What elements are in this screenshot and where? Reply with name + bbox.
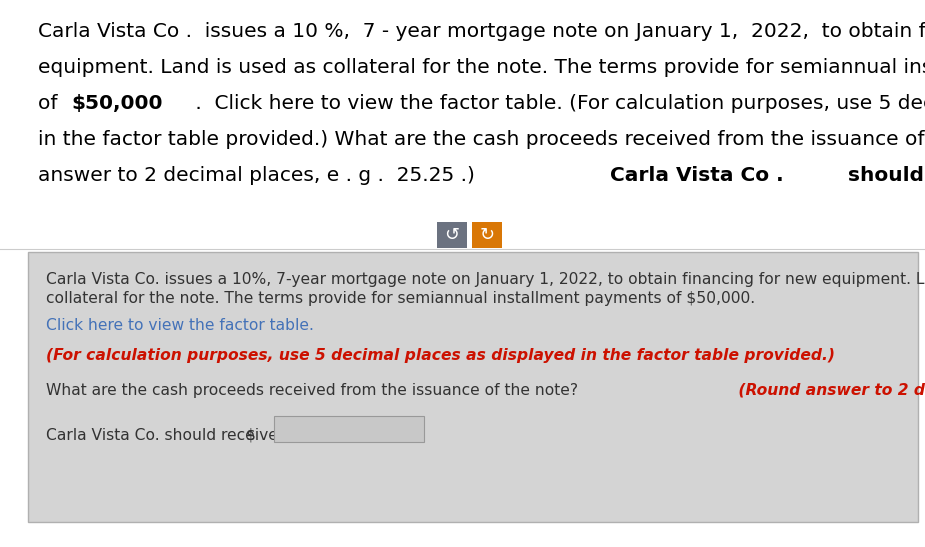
FancyBboxPatch shape (437, 222, 467, 248)
Text: should receive $: should receive $ (834, 166, 925, 185)
Text: Carla Vista Co. should receive: Carla Vista Co. should receive (46, 428, 278, 443)
Text: .  Click here to view the factor table. (For calculation purposes, use 5 decimal: . Click here to view the factor table. (… (190, 94, 925, 113)
Text: (Round answer to 2 decimal places, e.g. 25.25.): (Round answer to 2 decimal places, e.g. … (733, 383, 925, 398)
Text: Carla Vista Co. issues a 10%, 7-year mortgage note on January 1, 2022, to obtain: Carla Vista Co. issues a 10%, 7-year mor… (46, 272, 925, 287)
Text: Carla Vista Co .  issues a 10 %,  7 - year mortgage note on January 1,  2022,  t: Carla Vista Co . issues a 10 %, 7 - year… (38, 22, 925, 41)
Text: equipment. Land is used as collateral for the note. The terms provide for semian: equipment. Land is used as collateral fo… (38, 58, 925, 77)
Text: ↻: ↻ (479, 226, 495, 244)
Text: ↺: ↺ (444, 226, 460, 244)
Text: $50,000: $50,000 (71, 94, 163, 113)
Text: What are the cash proceeds received from the issuance of the note?: What are the cash proceeds received from… (46, 383, 578, 398)
Text: answer to 2 decimal places, e . g .  25.25 .): answer to 2 decimal places, e . g . 25.2… (38, 166, 481, 185)
Text: Click here to view the factor table.: Click here to view the factor table. (46, 318, 314, 333)
FancyBboxPatch shape (274, 416, 424, 442)
Text: Carla Vista Co .: Carla Vista Co . (610, 166, 783, 185)
FancyBboxPatch shape (28, 252, 918, 522)
Text: in the factor table provided.) What are the cash proceeds received from the issu: in the factor table provided.) What are … (38, 130, 925, 149)
Text: of: of (38, 94, 64, 113)
FancyBboxPatch shape (472, 222, 502, 248)
Text: $: $ (246, 428, 256, 443)
Text: (For calculation purposes, use 5 decimal places as displayed in the factor table: (For calculation purposes, use 5 decimal… (46, 348, 835, 363)
Text: collateral for the note. The terms provide for semiannual installment payments o: collateral for the note. The terms provi… (46, 291, 755, 306)
